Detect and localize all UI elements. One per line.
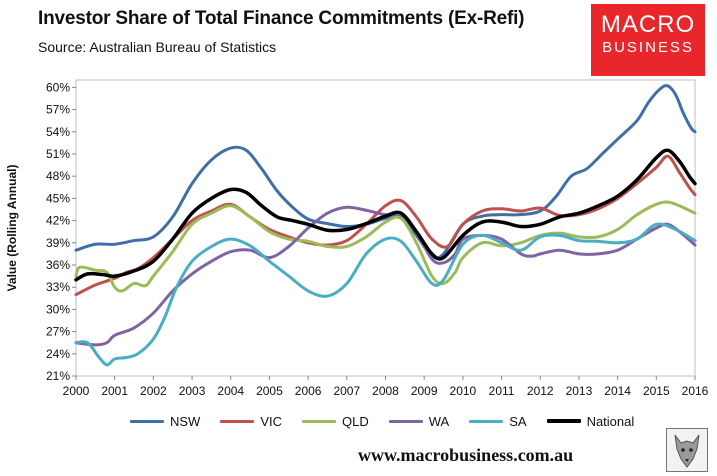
legend-item-qld: QLD xyxy=(302,414,369,429)
wolf-logo-icon xyxy=(666,428,708,472)
website-url: www.macrobusiness.com.au xyxy=(358,445,574,465)
y-tick-label: 33% xyxy=(46,280,70,294)
y-tick-label: 57% xyxy=(46,103,70,117)
legend-label: National xyxy=(586,413,635,429)
series-line-sa xyxy=(74,222,697,367)
x-tick-label: 2006 xyxy=(295,384,322,398)
legend-swatch xyxy=(546,419,581,423)
legend-item-nsw: NSW xyxy=(130,414,200,429)
legend-label: NSW xyxy=(170,413,201,429)
x-tick-label: 2004 xyxy=(217,384,244,398)
y-axis: 21% 24% 27% 30% 33% 36% 39% 42% 45% 48% 51% 54% 57% 6… xyxy=(46,80,76,383)
y-tick-label: 30% xyxy=(46,302,70,316)
logo-line2: BUSINESS xyxy=(602,39,694,56)
legend: NSW VIC QLD WA SA National xyxy=(130,411,654,431)
chart-title: Investor Share of Total Finance Commitme… xyxy=(38,8,525,29)
y-tick-label: 39% xyxy=(46,236,70,250)
x-tick-label: 2012 xyxy=(527,384,554,398)
x-tick-label: 2005 xyxy=(256,384,283,398)
x-tick-label: 2013 xyxy=(566,384,593,398)
legend-item-national: National xyxy=(546,413,635,429)
macrobusiness-logo: MACRO BUSINESS xyxy=(591,4,705,76)
y-tick-label: 60% xyxy=(46,80,70,94)
legend-swatch xyxy=(469,419,504,423)
y-tick-label: 24% xyxy=(46,347,70,361)
legend-item-vic: VIC xyxy=(220,414,282,429)
y-tick-label: 48% xyxy=(46,169,70,183)
series-lines xyxy=(74,84,697,367)
x-tick-label: 2014 xyxy=(604,384,631,398)
legend-item-wa: WA xyxy=(388,413,450,429)
x-axis: 2000 2001 2002 2003 2004 2005 2006 2007 2008 2009… xyxy=(63,376,709,398)
x-tick-label: 2010 xyxy=(450,384,477,398)
legend-label: WA xyxy=(428,413,450,429)
legend-swatch xyxy=(220,419,255,423)
x-tick-label: 2001 xyxy=(101,384,128,398)
legend-label: QLD xyxy=(342,413,369,429)
y-axis-label: Value (Rolling Annual) xyxy=(5,165,19,292)
x-tick-label: 2003 xyxy=(179,384,206,398)
legend-swatch xyxy=(130,419,164,423)
x-tick-label: 2000 xyxy=(63,384,90,398)
chart-subtitle: Source: Australian Bureau of Statistics xyxy=(38,39,277,55)
legend-item-sa: SA xyxy=(469,413,527,429)
legend-label: SA xyxy=(509,413,527,429)
y-tick-label: 54% xyxy=(46,125,70,139)
y-tick-label: 27% xyxy=(46,325,70,339)
x-tick-label: 2007 xyxy=(333,384,360,398)
y-tick-label: 21% xyxy=(46,369,70,383)
legend-label: VIC xyxy=(260,413,283,429)
y-tick-label: 45% xyxy=(46,191,70,205)
series-line-qld xyxy=(74,200,697,293)
x-tick-label: 2008 xyxy=(372,384,399,398)
legend-swatch xyxy=(388,419,423,423)
series-line-national xyxy=(74,148,697,282)
y-tick-label: 42% xyxy=(46,214,70,228)
x-tick-label: 2011 xyxy=(489,384,515,398)
x-tick-label: 2009 xyxy=(411,384,438,398)
y-tick-label: 36% xyxy=(46,258,70,272)
x-tick-label: 2015 xyxy=(643,384,670,398)
x-tick-label: 2002 xyxy=(140,384,167,398)
logo-line1: MACRO xyxy=(600,11,696,38)
y-tick-label: 51% xyxy=(46,147,70,161)
plot-area xyxy=(75,79,696,377)
x-tick-label: 2016 xyxy=(682,384,709,398)
legend-swatch xyxy=(302,419,337,423)
